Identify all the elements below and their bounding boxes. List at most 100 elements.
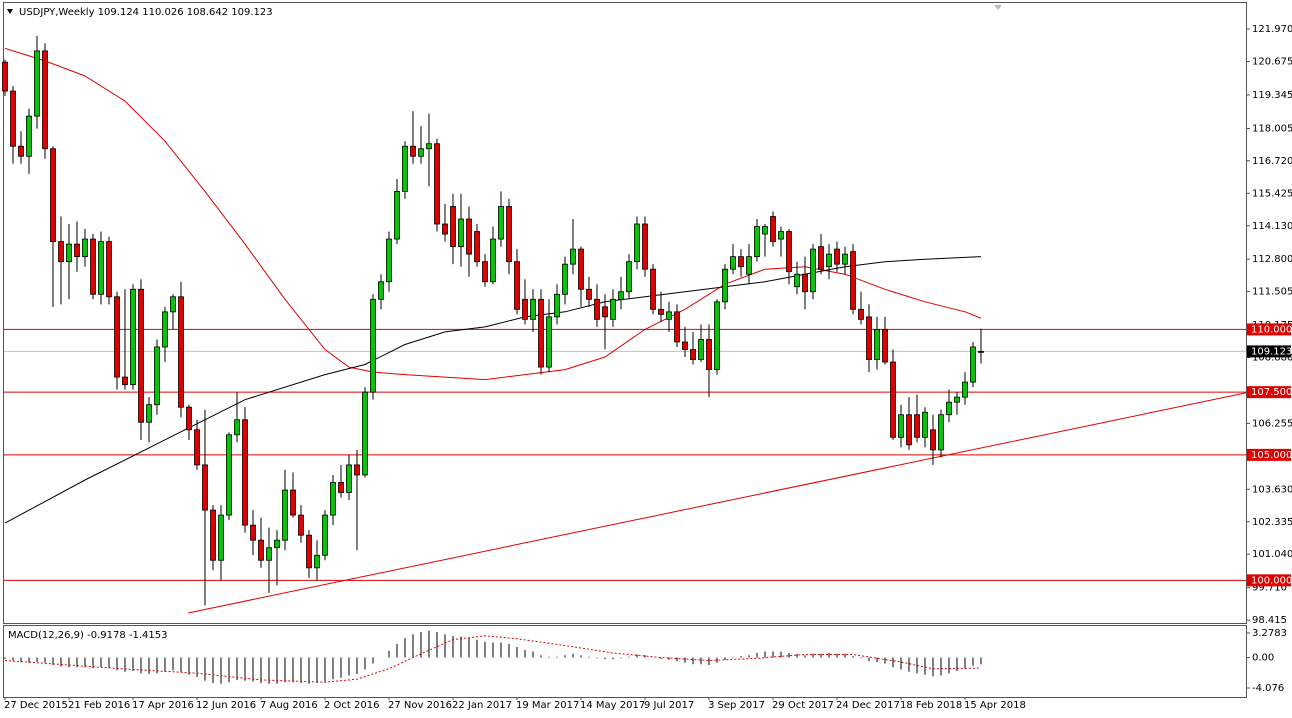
candle-body bbox=[746, 256, 752, 275]
level-label: 105.000 bbox=[1251, 450, 1292, 461]
candle-body bbox=[442, 223, 448, 235]
menu-icon[interactable] bbox=[7, 9, 13, 14]
moving-average bbox=[4, 47, 982, 381]
candle-body bbox=[410, 145, 416, 157]
candle-body bbox=[794, 273, 800, 288]
candle-body bbox=[874, 329, 880, 360]
candle-body bbox=[778, 231, 784, 240]
candle-body bbox=[626, 261, 632, 293]
candle-body bbox=[570, 248, 576, 265]
current-price-box bbox=[1247, 345, 1291, 358]
level-label-box bbox=[1247, 323, 1291, 336]
candle-body bbox=[322, 514, 328, 556]
x-tick-label: 21 Feb 2016 bbox=[68, 700, 130, 711]
candle-body bbox=[770, 216, 776, 242]
candle-body bbox=[58, 241, 64, 263]
candle-body bbox=[234, 419, 240, 436]
candle-body bbox=[314, 554, 320, 569]
candle-body bbox=[306, 534, 312, 569]
candle-body bbox=[426, 143, 432, 150]
candle-body bbox=[266, 547, 272, 561]
candle-body bbox=[842, 253, 848, 265]
candle-body bbox=[290, 489, 296, 516]
y-tick-label: 121.970 bbox=[1252, 24, 1292, 35]
candle-body bbox=[602, 306, 608, 318]
candle-body bbox=[178, 296, 184, 408]
candle-body bbox=[434, 143, 440, 225]
candle-body bbox=[650, 268, 656, 310]
chart-title: USDJPY,Weekly 109.124 110.026 108.642 10… bbox=[19, 7, 273, 18]
x-tick-label: 15 Apr 2018 bbox=[964, 700, 1026, 711]
x-tick-label: 7 Aug 2016 bbox=[260, 700, 318, 711]
candle-body bbox=[466, 218, 472, 255]
candle-body bbox=[418, 148, 424, 157]
x-tick-label: 29 Oct 2017 bbox=[772, 700, 834, 711]
moving-average bbox=[4, 256, 982, 524]
level-label-box bbox=[1247, 574, 1291, 587]
candle-body bbox=[26, 115, 32, 157]
candle-body bbox=[954, 396, 960, 403]
x-tick-label: 12 Jun 2016 bbox=[196, 700, 256, 711]
y-tick-label: 111.505 bbox=[1252, 287, 1292, 298]
candle-body bbox=[402, 145, 408, 192]
candle-body bbox=[298, 514, 304, 536]
candle-body bbox=[762, 226, 768, 235]
y-tick-label: 119.345 bbox=[1252, 90, 1292, 101]
candle-body bbox=[362, 391, 368, 476]
candle-body bbox=[850, 251, 856, 310]
macd-title: MACD(12,26,9) -0.9178 -1.4153 bbox=[8, 630, 168, 641]
candle-body bbox=[554, 293, 560, 318]
candle-body bbox=[378, 281, 384, 300]
candle-body bbox=[946, 401, 952, 416]
candle-body bbox=[498, 206, 504, 240]
candle-body bbox=[194, 429, 200, 466]
candle-body bbox=[722, 268, 728, 303]
candle-body bbox=[930, 429, 936, 451]
candle-body bbox=[618, 291, 624, 300]
candle-body bbox=[146, 404, 152, 423]
candle-body bbox=[978, 350, 984, 353]
scroll-icon[interactable] bbox=[994, 5, 1002, 10]
y-tick-label: 0.00 bbox=[1252, 653, 1274, 664]
candle-body bbox=[506, 206, 512, 263]
candle-body bbox=[858, 308, 864, 320]
candle-body bbox=[610, 298, 616, 320]
x-tick-label: 27 Nov 2016 bbox=[388, 700, 452, 711]
x-tick-label: 18 Feb 2018 bbox=[900, 700, 962, 711]
x-tick-label: 24 Dec 2017 bbox=[836, 700, 900, 711]
main-frame bbox=[3, 2, 1247, 624]
candle-body bbox=[674, 311, 680, 343]
candle-body bbox=[338, 482, 344, 493]
x-tick-label: 14 May 2017 bbox=[580, 700, 645, 711]
candle-body bbox=[82, 238, 88, 258]
candle-body bbox=[282, 489, 288, 541]
candle-body bbox=[482, 261, 488, 283]
candle-body bbox=[938, 414, 944, 451]
candle-body bbox=[970, 346, 976, 383]
x-tick-label: 22 Jan 2017 bbox=[452, 700, 512, 711]
candle-body bbox=[154, 346, 160, 406]
y-tick-label: 3.2783 bbox=[1252, 628, 1287, 639]
candle-body bbox=[522, 298, 528, 320]
y-tick-label: 112.800 bbox=[1252, 254, 1292, 265]
candle-body bbox=[138, 288, 144, 423]
candle-body bbox=[810, 248, 816, 293]
candle-body bbox=[394, 191, 400, 240]
y-tick-label: 108.880 bbox=[1252, 353, 1292, 364]
candle-body bbox=[706, 339, 712, 370]
candle-body bbox=[10, 90, 16, 147]
candle-body bbox=[922, 411, 928, 438]
y-tick-label: 101.040 bbox=[1252, 549, 1292, 560]
candle-body bbox=[514, 261, 520, 310]
candle-body bbox=[818, 246, 824, 270]
candle-body bbox=[546, 316, 552, 368]
candle-body bbox=[90, 238, 96, 295]
candle-body bbox=[834, 248, 840, 265]
candle-body bbox=[866, 316, 872, 360]
candle-body bbox=[530, 298, 536, 320]
level-label-box bbox=[1247, 386, 1291, 399]
candle-body bbox=[738, 256, 744, 268]
y-tick-label: 98.415 bbox=[1252, 615, 1287, 626]
candle-body bbox=[594, 298, 600, 320]
